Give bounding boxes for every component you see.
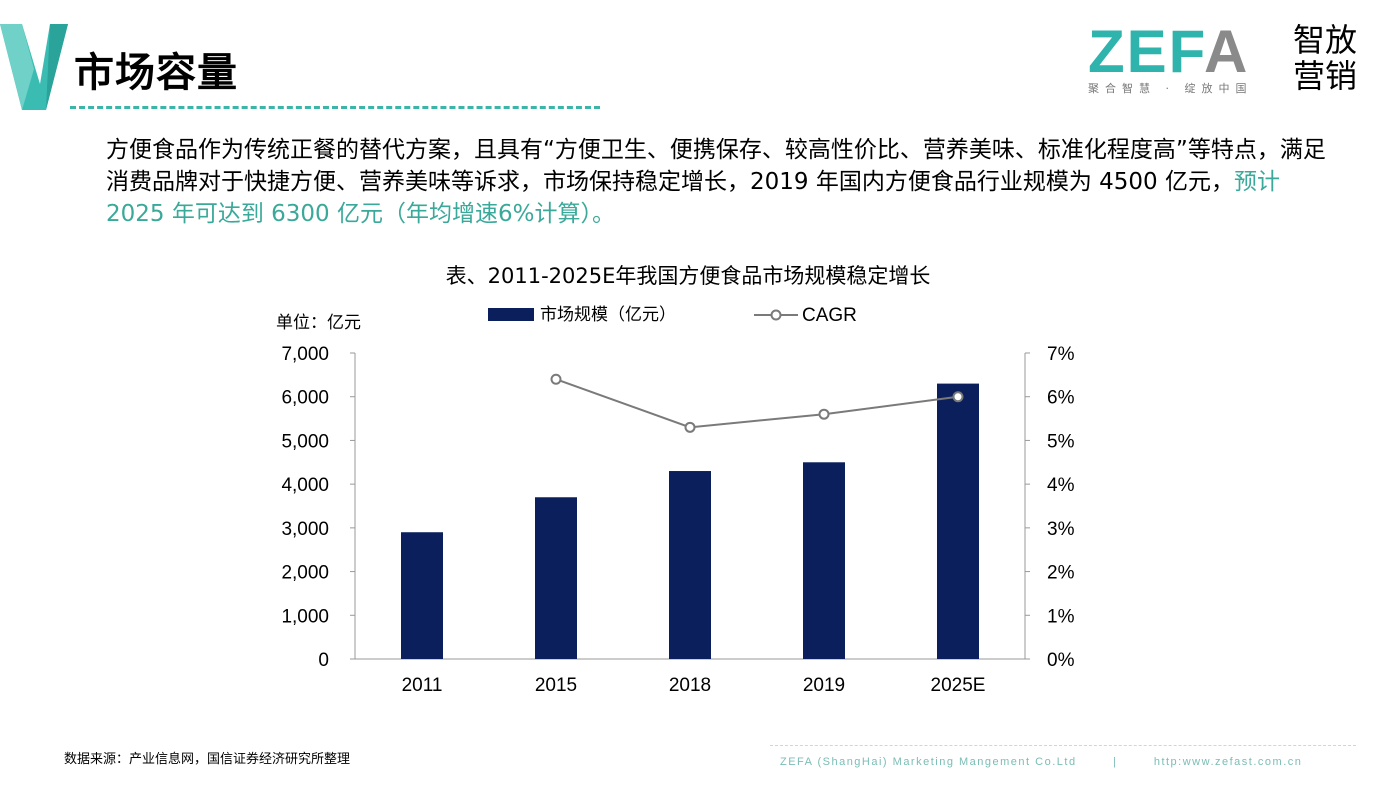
paragraph-highlight: 预计 2025 年可达到 6300 亿元（年均增速6%计算）。 [106,169,1280,227]
y-tick-label: 5,000 [281,431,329,452]
brand-v-icon [0,24,68,110]
y2-tick-label: 5% [1047,431,1075,452]
bar-2019 [803,462,845,659]
logo: ZEFA [1088,18,1250,85]
bar-2015 [535,497,577,659]
y-tick-label: 2,000 [281,563,329,584]
y-tick-label: 7,000 [281,344,329,365]
logo-slogan: 聚合智慧 · 绽放中国 [1088,82,1253,95]
bar-2011 [401,532,443,659]
y-tick-label: 6,000 [281,388,329,409]
logo-cn: 智放营销 [1293,21,1358,95]
cagr-point [684,421,696,433]
legend-bar-swatch [488,308,534,321]
paragraph-text: 方便食品作为传统正餐的替代方案，且具有“方便卫生、便携保存、较高性价比、营养美味… [106,137,1326,195]
title-divider [70,106,600,109]
legend-line-label: CAGR [802,305,857,326]
footer-divider [770,745,1356,746]
x-tick-label: 2018 [669,675,711,696]
intro-paragraph: 方便食品作为传统正餐的替代方案，且具有“方便卫生、便携保存、较高性价比、营养美味… [106,134,1326,230]
legend: 市场规模（亿元） CAGR [488,305,857,326]
footer-url[interactable]: http:www.zefast.com.cn [1153,756,1303,768]
company-name: ZEFA (ShangHai) Marketing Mangement Co.L… [780,756,1077,768]
y2-tick-label: 3% [1047,519,1075,540]
cagr-line [555,378,959,429]
legend-bar-label: 市场规模（亿元） [540,305,676,324]
x-tick-label: 2015 [535,675,577,696]
bar-2018 [669,471,711,659]
x-tick-label: 2025E [931,675,986,696]
data-source: 数据来源：产业信息网，国信证券经济研究所整理 [64,752,351,767]
footer-separator: | [1113,756,1118,768]
y2-tick-label: 2% [1047,563,1075,584]
y2-tick-label: 7% [1047,344,1075,365]
bar-2025E [937,383,979,659]
y-tick-label: 1,000 [281,606,329,627]
cagr-point [550,373,562,385]
x-tick-label: 2019 [803,675,845,696]
y2-tick-label: 1% [1047,606,1075,627]
footer-company: ZEFA (ShangHai) Marketing Mangement Co.L… [780,756,1302,768]
y-tick-label: 0 [318,650,329,671]
y-tick-label: 4,000 [281,475,329,496]
y2-tick-label: 0% [1047,650,1075,671]
cagr-point [952,391,964,403]
unit-label: 单位：亿元 [276,313,361,332]
y2-tick-label: 6% [1047,388,1075,409]
y-tick-label: 3,000 [281,519,329,540]
legend-line-marker [770,309,782,321]
page-title: 市场容量 [74,50,238,96]
chart-title: 表、2011-2025E年我国方便食品市场规模稳定增长 [445,264,931,288]
y2-tick-label: 4% [1047,475,1075,496]
x-tick-label: 2011 [402,675,443,696]
cagr-point [818,408,830,420]
